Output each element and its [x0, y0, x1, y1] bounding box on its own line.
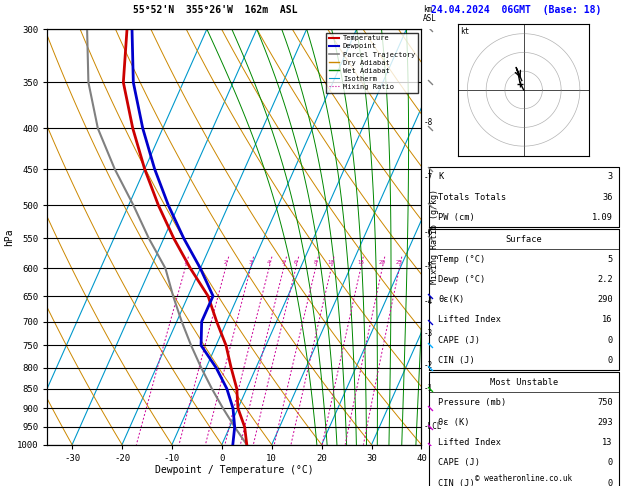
Text: θε (K): θε (K): [438, 418, 470, 427]
Text: Lifted Index: Lifted Index: [438, 315, 501, 325]
Text: 0: 0: [608, 479, 613, 486]
Text: -5: -5: [423, 262, 433, 271]
Text: PW (cm): PW (cm): [438, 213, 475, 222]
Text: Pressure (mb): Pressure (mb): [438, 398, 507, 407]
Text: Surface: Surface: [505, 235, 542, 243]
Text: 2.2: 2.2: [597, 275, 613, 284]
Text: 1.09: 1.09: [592, 213, 613, 222]
Text: Totals Totals: Totals Totals: [438, 192, 507, 202]
Text: 290: 290: [597, 295, 613, 304]
Text: K: K: [438, 173, 443, 181]
Text: CAPE (J): CAPE (J): [438, 336, 481, 345]
Text: 750: 750: [597, 398, 613, 407]
Text: 293: 293: [597, 418, 613, 427]
X-axis label: Dewpoint / Temperature (°C): Dewpoint / Temperature (°C): [155, 466, 314, 475]
Text: km
ASL: km ASL: [423, 5, 437, 23]
Text: © weatheronline.co.uk: © weatheronline.co.uk: [475, 474, 572, 483]
Text: 36: 36: [603, 192, 613, 202]
Text: 8: 8: [314, 260, 317, 265]
Text: Dewp (°C): Dewp (°C): [438, 275, 486, 284]
Legend: Temperature, Dewpoint, Parcel Trajectory, Dry Adiabat, Wet Adiabat, Isotherm, Mi: Temperature, Dewpoint, Parcel Trajectory…: [326, 33, 418, 93]
Text: 24.04.2024  06GMT  (Base: 18): 24.04.2024 06GMT (Base: 18): [431, 5, 601, 15]
Text: 0: 0: [608, 356, 613, 365]
Text: 5: 5: [282, 260, 286, 265]
Text: 55°52'N  355°26'W  162m  ASL: 55°52'N 355°26'W 162m ASL: [133, 5, 298, 15]
Text: 25: 25: [396, 260, 403, 265]
Text: -6: -6: [423, 227, 433, 237]
Text: 10: 10: [328, 260, 335, 265]
Text: CIN (J): CIN (J): [438, 479, 475, 486]
Text: 15: 15: [357, 260, 364, 265]
Text: 6: 6: [294, 260, 298, 265]
Text: 2: 2: [224, 260, 227, 265]
Text: 13: 13: [603, 438, 613, 447]
Text: CAPE (J): CAPE (J): [438, 458, 481, 468]
Text: -8: -8: [423, 118, 433, 127]
Text: 20: 20: [379, 260, 386, 265]
Text: 3: 3: [608, 173, 613, 181]
Text: 0: 0: [608, 336, 613, 345]
Text: -1: -1: [423, 384, 433, 393]
Text: θε(K): θε(K): [438, 295, 465, 304]
Text: 16: 16: [603, 315, 613, 325]
Text: Lifted Index: Lifted Index: [438, 438, 501, 447]
Text: kt: kt: [460, 27, 469, 35]
Text: -4: -4: [423, 297, 433, 306]
Text: Most Unstable: Most Unstable: [489, 378, 558, 387]
Text: 1: 1: [184, 260, 187, 265]
Text: -2: -2: [423, 361, 433, 370]
Text: 0: 0: [608, 458, 613, 468]
Text: 5: 5: [608, 255, 613, 264]
Text: -3: -3: [423, 329, 433, 338]
Text: -7: -7: [423, 173, 433, 182]
Text: CIN (J): CIN (J): [438, 356, 475, 365]
Y-axis label: hPa: hPa: [4, 228, 14, 246]
Text: 4: 4: [267, 260, 270, 265]
Text: Mixing Ratio (g/kg): Mixing Ratio (g/kg): [430, 190, 439, 284]
Text: -LCL: -LCL: [423, 422, 442, 432]
Text: 3: 3: [249, 260, 252, 265]
Text: Temp (°C): Temp (°C): [438, 255, 486, 264]
